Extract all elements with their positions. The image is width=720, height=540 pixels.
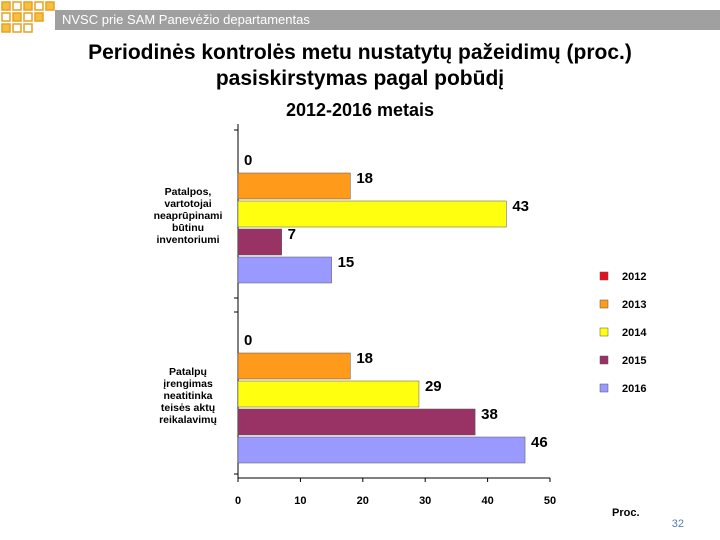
legend-label-2015: 2015 <box>622 355 646 367</box>
category-label-line: Patalpos, <box>165 186 212 198</box>
bar-2013-group2 <box>237 352 351 380</box>
slide-title: Periodinės kontrolės metu nustatytų paže… <box>0 40 720 92</box>
data-label: 0 <box>244 332 252 349</box>
bar-2015-group2 <box>237 408 476 436</box>
slide-subtitle: 2012-2016 metais <box>285 100 435 120</box>
legend-swatch-2015 <box>599 355 609 365</box>
category-label-line: Patalpų <box>169 366 207 378</box>
legend-label-2012: 2012 <box>622 271 646 283</box>
x-tick-label: 10 <box>294 495 306 507</box>
x-tick-label: 20 <box>357 495 369 507</box>
data-label: 18 <box>356 350 373 367</box>
category-label-line: neaprūpinami <box>154 210 223 222</box>
legend-swatch-2013 <box>599 299 609 309</box>
legend-swatch-2012 <box>599 271 609 281</box>
x-axis-title: Proc. <box>612 507 640 519</box>
slide-title-line2: pasiskirstymas pagal pobūdį <box>215 67 505 90</box>
category-label-line: įrengimas <box>163 378 213 390</box>
data-label: 7 <box>288 226 296 243</box>
legend-swatch-2014 <box>599 327 609 337</box>
data-label: 43 <box>512 198 529 215</box>
bar-2013-group1 <box>237 172 351 200</box>
category-label-line: būtinu <box>172 222 204 234</box>
category-label-line: neatitinka <box>163 390 212 402</box>
category-label-line: teisės aktų <box>161 402 215 414</box>
data-label: 15 <box>338 254 355 271</box>
x-tick-label: 50 <box>544 495 556 507</box>
page-number: 32 <box>671 518 684 530</box>
x-tick-label: 0 <box>235 495 241 507</box>
x-tick-label: 30 <box>419 495 431 507</box>
data-label: 18 <box>356 170 373 187</box>
bar-2015-group1 <box>237 228 282 256</box>
bar-2014-group1 <box>237 200 507 228</box>
data-label: 38 <box>481 406 498 423</box>
x-tick-label: 40 <box>481 495 493 507</box>
header-org-name: NVSC prie SAM Panevėžio departamentas <box>62 12 310 27</box>
legend-swatch-2016 <box>599 383 609 393</box>
category-label-line: reikalavimų <box>159 414 217 426</box>
data-label: 0 <box>244 152 252 169</box>
category-label-line: inventoriumi <box>156 234 219 246</box>
category-label-line: vartotojai <box>164 198 211 210</box>
data-label: 46 <box>531 434 548 451</box>
data-label: 29 <box>425 378 442 395</box>
legend-label-2016: 2016 <box>622 383 646 395</box>
legend-label-2013: 2013 <box>622 299 646 311</box>
header-bar <box>55 10 720 30</box>
bar-2016-group2 <box>237 436 526 464</box>
bar-2014-group2 <box>237 380 420 408</box>
bar-2016-group1 <box>237 256 332 284</box>
legend-label-2014: 2014 <box>622 327 647 339</box>
bar-chart: 0 10 20 30 40 5001843715Patalpos,vartotojaine… <box>154 124 647 519</box>
slide-title-line1: Periodinės kontrolės metu nustatytų paže… <box>88 41 632 64</box>
decorative-squares <box>1 1 55 33</box>
